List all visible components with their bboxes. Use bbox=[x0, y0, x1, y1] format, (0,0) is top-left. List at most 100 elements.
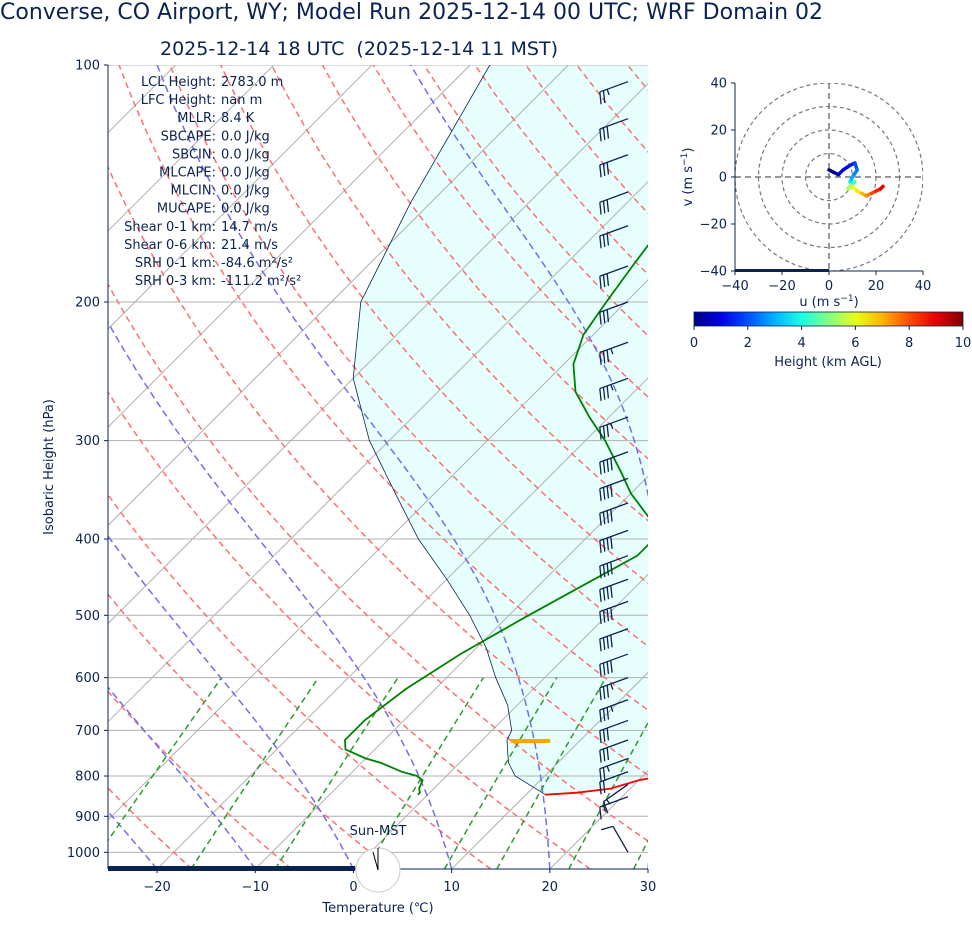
hodo-x-tick-label: −40 bbox=[721, 279, 748, 294]
wind-barb-flag bbox=[600, 825, 614, 831]
dry-adiabat bbox=[108, 282, 648, 842]
wind-barb-flag bbox=[602, 662, 606, 676]
params-box: LCL Height: 2783.0 m LFC Height: nan m MLLR:… bbox=[124, 75, 301, 289]
wind-barb-flag bbox=[602, 425, 606, 439]
param-label-11: SRH 0-3 km: bbox=[135, 274, 216, 289]
wind-barb-flag bbox=[602, 460, 606, 474]
param-label-9: Shear 0-6 km: bbox=[124, 238, 216, 253]
x-tick-label: 10 bbox=[443, 880, 460, 895]
wind-barb-flag bbox=[599, 687, 602, 701]
y-tick-label: 300 bbox=[75, 434, 100, 449]
dry-adiabat bbox=[108, 593, 392, 869]
wind-barb-flag bbox=[602, 564, 606, 577]
wind-barb-flag bbox=[602, 588, 606, 601]
sun-label: Sun-MST bbox=[350, 824, 407, 839]
dry-adiabat bbox=[108, 786, 193, 869]
dry-adiabat bbox=[626, 65, 648, 92]
wind-barb-staff bbox=[599, 578, 629, 591]
wind-barb-flag bbox=[599, 235, 602, 249]
wind-barb bbox=[599, 225, 629, 249]
dewpoint-profile bbox=[344, 243, 648, 796]
isotherm-line bbox=[746, 65, 972, 869]
wind-barb bbox=[599, 416, 629, 440]
wind-barb-flag bbox=[606, 485, 610, 499]
wind-barb-flag bbox=[606, 636, 610, 649]
wind-barb-flag bbox=[602, 163, 606, 177]
x-tick-label: −10 bbox=[242, 880, 269, 895]
isotherm-line bbox=[108, 65, 373, 330]
wind-barb-staff bbox=[599, 677, 629, 689]
wind-barb bbox=[600, 825, 629, 853]
wind-barb-staff bbox=[599, 699, 629, 711]
wind-barb-staff bbox=[599, 301, 629, 313]
dry-adiabat bbox=[108, 165, 648, 777]
wind-barb-half bbox=[610, 348, 614, 355]
dry-adiabat bbox=[372, 65, 648, 399]
hodo-y-tick-label: 0 bbox=[719, 171, 727, 186]
colorbar-tick-label: 8 bbox=[905, 336, 913, 351]
wind-barb-flag bbox=[599, 488, 602, 502]
wind-barb-flag bbox=[602, 387, 606, 400]
wind-barb-flag bbox=[599, 388, 602, 401]
wind-barb bbox=[599, 502, 629, 526]
param-label-7: MUCAPE: bbox=[157, 202, 216, 217]
y-tick-label: 500 bbox=[75, 609, 100, 624]
dry-adiabat bbox=[108, 390, 591, 869]
param-value-5: 0.0 J/kg bbox=[221, 166, 270, 181]
wind-barb-flag bbox=[602, 310, 606, 324]
dry-adiabat bbox=[108, 493, 492, 869]
wind-barb-flag bbox=[599, 462, 602, 475]
isotherm-line bbox=[647, 868, 648, 869]
param-value-11: -111.2 m²/s² bbox=[221, 274, 301, 289]
y-tick-label: 600 bbox=[75, 671, 100, 686]
wind-barb-half bbox=[602, 805, 607, 812]
wind-barb-flag bbox=[602, 637, 606, 651]
wind-barb-flag bbox=[599, 589, 602, 602]
x-tick-label: 20 bbox=[542, 880, 559, 895]
hodo-x-label: u (m s−1) bbox=[799, 294, 858, 310]
dry-adiabat bbox=[321, 65, 648, 460]
wind-barb-staff bbox=[599, 265, 629, 277]
y-tick-label: 700 bbox=[75, 724, 100, 739]
wind-barb-flag bbox=[599, 709, 602, 723]
param-value-9: 21.4 m/s bbox=[221, 238, 278, 253]
x-tick-label: 30 bbox=[640, 880, 657, 895]
wind-barb bbox=[599, 81, 629, 105]
wind-barb-flag bbox=[606, 707, 610, 720]
wind-barb bbox=[599, 739, 629, 763]
wind-barb-half bbox=[606, 765, 610, 772]
param-label-2: MLLR: bbox=[177, 111, 216, 126]
wind-barb-half bbox=[606, 799, 611, 805]
wind-barb-flag bbox=[602, 511, 606, 525]
wind-barb-flag bbox=[610, 607, 613, 620]
param-value-7: 0.0 J/kg bbox=[221, 202, 270, 217]
param-value-4: 0.0 J/kg bbox=[221, 147, 270, 162]
wind-barb bbox=[599, 154, 629, 178]
mixing-ratio-line bbox=[496, 677, 607, 869]
wind-barb bbox=[599, 677, 629, 701]
wind-barb-flag bbox=[610, 458, 613, 471]
wind-barb-flag bbox=[610, 509, 613, 522]
colorbar-tick-label: 6 bbox=[851, 336, 859, 351]
y-tick-label: 800 bbox=[75, 770, 100, 785]
x-axis-label: Temperature (℃) bbox=[321, 901, 433, 916]
mixing-ratio-line bbox=[108, 677, 223, 842]
wind-barb-flag bbox=[602, 351, 606, 364]
wind-barb-flag bbox=[602, 127, 606, 140]
parcel-profile bbox=[352, 65, 546, 796]
colorbar-label: Height (km AGL) bbox=[774, 355, 882, 370]
dry-adiabat bbox=[882, 65, 972, 869]
wind-barb-flag bbox=[602, 234, 606, 248]
wind-barb-flag bbox=[606, 563, 610, 576]
wind-barb-flag bbox=[602, 487, 606, 500]
wind-barb-staff bbox=[599, 118, 629, 130]
isotherm-line bbox=[254, 475, 648, 869]
y-tick-label: 900 bbox=[75, 810, 100, 825]
isotherm-line bbox=[353, 573, 648, 869]
wind-barb-staff bbox=[599, 416, 629, 428]
isotherm-line bbox=[108, 82, 648, 625]
wind-barb-flag bbox=[599, 565, 602, 579]
wind-barb bbox=[599, 578, 629, 602]
wind-barb-flag bbox=[602, 748, 606, 762]
wind-barb-staff bbox=[599, 757, 629, 770]
